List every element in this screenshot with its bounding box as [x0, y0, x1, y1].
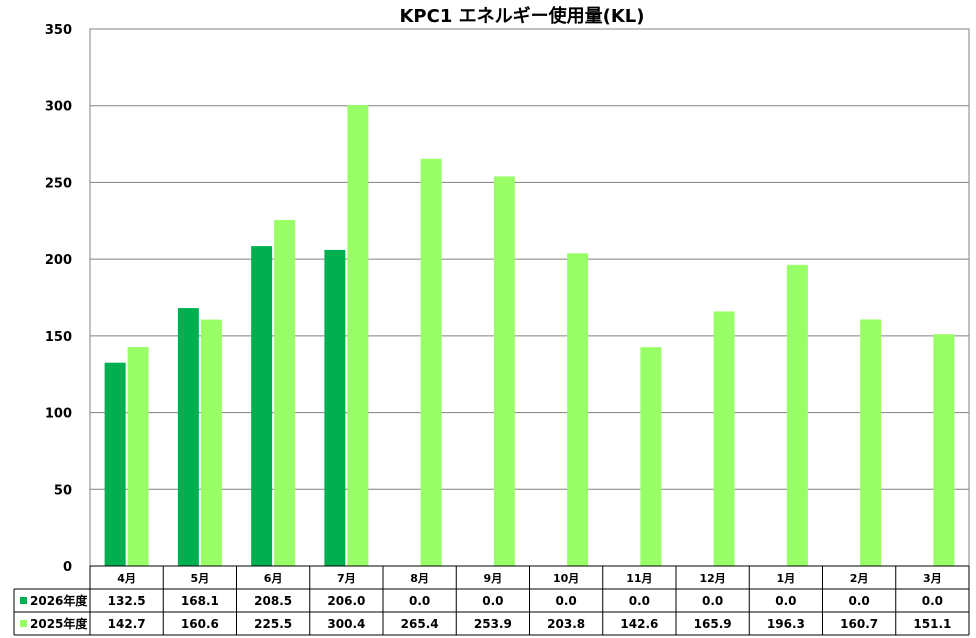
bar-series1 — [324, 249, 346, 567]
y-tick-label: 300 — [45, 100, 72, 115]
y-tick-label: 350 — [45, 23, 72, 38]
category-label: 8月 — [410, 572, 429, 585]
data-value-label: 142.6 — [620, 617, 658, 631]
bar-series1 — [251, 246, 273, 566]
data-value-label: 300.4 — [327, 617, 365, 631]
category-label: 10月 — [553, 572, 579, 585]
y-axis-tick-labels: 0 50 100 150 200 250 300 350 — [45, 23, 72, 575]
data-value-label: 165.9 — [694, 617, 732, 631]
data-value-label: 0.0 — [702, 594, 723, 608]
bar-series1 — [104, 362, 126, 566]
data-value-label: 160.6 — [181, 617, 219, 631]
data-value-label: 151.1 — [913, 617, 951, 631]
category-label: 3月 — [923, 572, 942, 585]
legend-label: 2025年度 — [30, 616, 88, 631]
data-value-label: 196.3 — [767, 617, 805, 631]
category-label: 11月 — [626, 572, 652, 585]
bar-series2 — [420, 158, 442, 566]
data-value-label: 0.0 — [482, 594, 503, 608]
category-label: 1月 — [777, 572, 796, 585]
data-value-label: 203.8 — [547, 617, 585, 631]
bar-series2 — [786, 264, 808, 566]
bar-series2 — [127, 347, 149, 566]
data-value-label: 0.0 — [555, 594, 576, 608]
y-tick-label: 150 — [45, 330, 72, 345]
data-value-label: 142.7 — [108, 617, 146, 631]
legend-swatch — [20, 620, 27, 627]
bar-series2 — [713, 311, 735, 566]
data-value-label: 132.5 — [108, 594, 146, 608]
data-value-label: 0.0 — [922, 594, 943, 608]
gridlines — [90, 105, 969, 490]
category-label: 7月 — [337, 572, 356, 585]
bar-series2 — [200, 319, 222, 566]
y-tick-label: 0 — [63, 560, 72, 575]
category-label: 4月 — [117, 572, 136, 585]
data-value-label: 225.5 — [254, 617, 292, 631]
data-value-label: 168.1 — [181, 594, 219, 608]
data-value-label: 0.0 — [848, 594, 869, 608]
y-tick-label: 100 — [45, 407, 72, 422]
category-label: 12月 — [699, 572, 725, 585]
category-label: 9月 — [484, 572, 503, 585]
chart-title: KPC1 エネルギー使用量(KL) — [399, 5, 644, 27]
bar-series2 — [567, 253, 589, 567]
data-value-label: 0.0 — [775, 594, 796, 608]
bar-series2 — [860, 319, 882, 566]
legend-label: 2026年度 — [30, 593, 88, 608]
data-value-label: 208.5 — [254, 594, 292, 608]
bar-series2 — [347, 105, 369, 566]
data-value-label: 253.9 — [474, 617, 512, 631]
category-label: 5月 — [191, 572, 210, 585]
bar-series2 — [274, 220, 296, 567]
bar-series2 — [933, 334, 955, 566]
y-tick-label: 50 — [54, 483, 72, 498]
bar-series1 — [177, 308, 199, 566]
category-label: 6月 — [264, 572, 283, 585]
y-tick-label: 250 — [45, 176, 72, 191]
y-tick-label: 200 — [45, 253, 72, 268]
data-table: 4月 5月 6月 7月 8月 9月 10月 11月 12月 1月 2月 3月 2026年度 132.5 16… — [13, 565, 970, 636]
legend-swatch — [20, 597, 27, 604]
data-value-label: 0.0 — [629, 594, 650, 608]
data-value-label: 0.0 — [409, 594, 430, 608]
bar-series2 — [640, 347, 662, 566]
bars — [104, 105, 955, 567]
data-value-label: 206.0 — [327, 594, 365, 608]
bar-series2 — [493, 176, 515, 566]
data-value-label: 160.7 — [840, 617, 878, 631]
category-label: 2月 — [850, 572, 869, 585]
data-value-label: 265.4 — [401, 617, 439, 631]
